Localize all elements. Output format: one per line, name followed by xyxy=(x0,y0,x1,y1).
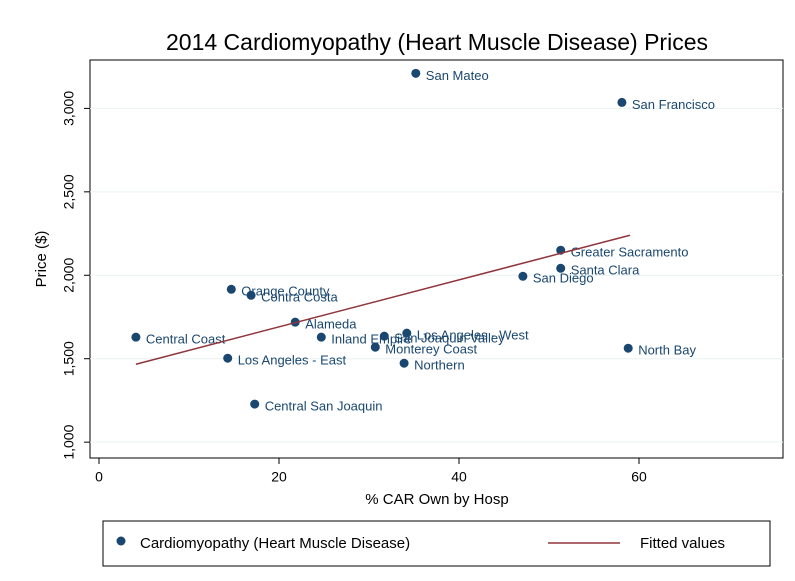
y-tick-label: 3,000 xyxy=(61,91,77,126)
point xyxy=(623,343,633,353)
point-label: Orange County xyxy=(241,284,330,299)
point-label: San Francisco xyxy=(632,97,715,112)
y-tick-label: 2,500 xyxy=(61,174,77,209)
point xyxy=(246,290,256,300)
point xyxy=(223,353,233,363)
x-axis-label: % CAR Own by Hosp xyxy=(365,491,508,508)
point xyxy=(518,271,528,281)
point-label: San Mateo xyxy=(426,68,489,83)
point xyxy=(370,342,380,352)
plot-frame xyxy=(89,59,784,459)
point-label: Los Angeles - East xyxy=(238,353,347,368)
x-tick-label: 20 xyxy=(271,469,287,485)
point-label: Alameda xyxy=(305,317,357,332)
x-tick-label: 40 xyxy=(451,469,467,485)
x-tick-label: 60 xyxy=(631,469,647,485)
x-tick-label: 0 xyxy=(95,469,103,485)
point-label: Inland Empire xyxy=(331,332,411,347)
legend xyxy=(102,520,771,567)
point xyxy=(411,68,421,78)
point-label: Central Coast xyxy=(146,332,226,347)
y-tick-label: 2,000 xyxy=(61,258,77,293)
point-label: San Joaquin Valley xyxy=(394,331,505,346)
y-axis-label: Price ($) xyxy=(33,231,50,288)
point-label: San Diego xyxy=(533,271,594,286)
point xyxy=(250,399,260,409)
point-label: Central San Joaquin xyxy=(265,399,383,414)
point-label: Los Angeles - West xyxy=(417,328,529,343)
point-label: Northern xyxy=(414,358,465,373)
y-tick-label: 1,500 xyxy=(61,341,77,376)
point xyxy=(131,332,141,342)
chart-title: 2014 Cardiomyopathy (Heart Muscle Diseas… xyxy=(166,29,708,55)
point xyxy=(399,358,409,368)
point-label: North Bay xyxy=(638,343,696,358)
point-label: Monterey Coast xyxy=(385,342,477,357)
y-tick-label: 1,000 xyxy=(61,424,77,459)
legend-label: Fitted values xyxy=(640,535,725,552)
point xyxy=(226,284,236,294)
legend-marker xyxy=(116,536,126,546)
point-label: Santa Clara xyxy=(571,263,640,278)
point xyxy=(402,328,412,338)
point-label: Contra Costa xyxy=(261,290,338,305)
legend-label: Cardiomyopathy (Heart Muscle Disease) xyxy=(140,535,410,552)
point xyxy=(617,97,627,107)
point xyxy=(556,263,566,273)
point xyxy=(316,332,326,342)
point-label: Greater Sacramento xyxy=(571,245,689,260)
fitted-line xyxy=(135,234,631,365)
point xyxy=(379,331,389,341)
